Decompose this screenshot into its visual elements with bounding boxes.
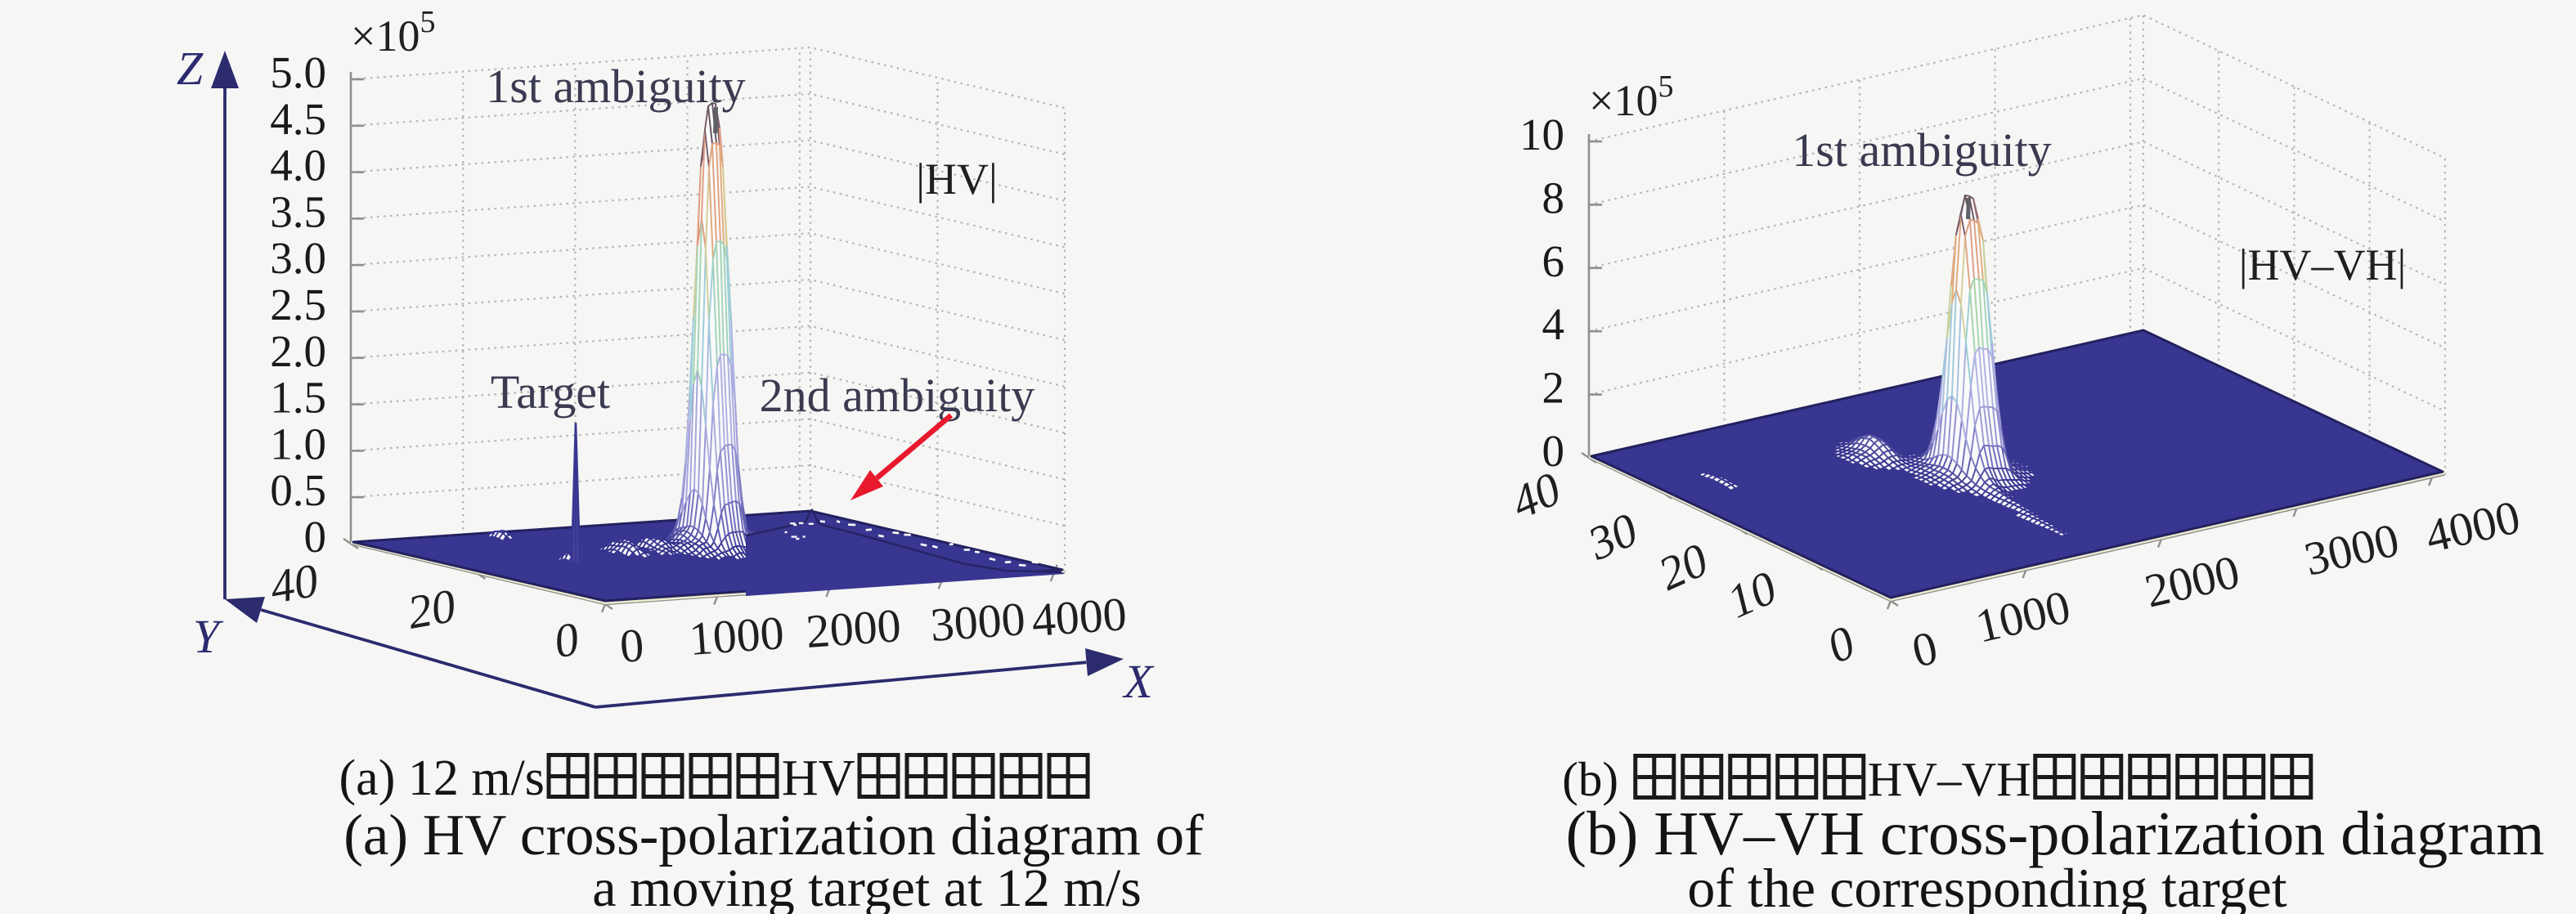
- svg-text:4.0: 4.0: [270, 141, 326, 190]
- svg-text:3.0: 3.0: [270, 233, 326, 283]
- svg-text:4: 4: [1542, 299, 1565, 349]
- svg-text:3000: 3000: [929, 592, 1027, 652]
- svg-text:2.5: 2.5: [270, 280, 326, 329]
- svg-text:0: 0: [1542, 426, 1565, 476]
- svg-text:20: 20: [403, 579, 459, 639]
- svg-text:2: 2: [1542, 363, 1565, 413]
- svg-text:1.5: 1.5: [270, 373, 326, 423]
- svg-text:3000: 3000: [2300, 513, 2404, 585]
- svg-text:1st ambiguity: 1st ambiguity: [1792, 123, 2051, 177]
- svg-text:2nd ambiguity: 2nd ambiguity: [760, 369, 1035, 422]
- svg-text:3.5: 3.5: [270, 186, 326, 236]
- svg-text:2.0: 2.0: [270, 326, 326, 376]
- svg-text:0: 0: [1907, 621, 1942, 678]
- svg-text:20: 20: [1650, 533, 1715, 601]
- svg-text:|HV–VH|: |HV–VH|: [2239, 240, 2407, 289]
- svg-text:4000: 4000: [1030, 587, 1129, 647]
- svg-text:Z: Z: [177, 42, 204, 95]
- svg-text:1000: 1000: [688, 606, 786, 665]
- svg-text:|HV|: |HV|: [916, 155, 998, 204]
- svg-text:10: 10: [1519, 110, 1564, 159]
- svg-text:1st ambiguity: 1st ambiguity: [486, 60, 745, 113]
- svg-text:1000: 1000: [1971, 580, 2076, 652]
- svg-text:0.5: 0.5: [270, 465, 326, 515]
- svg-text:4.5: 4.5: [270, 94, 326, 144]
- svg-text:Target: Target: [491, 365, 610, 419]
- svg-text:X: X: [1122, 655, 1155, 708]
- svg-text:5.0: 5.0: [270, 47, 326, 97]
- svg-text:0: 0: [618, 618, 645, 673]
- svg-text:6: 6: [1542, 236, 1565, 286]
- svg-text:Y: Y: [193, 610, 224, 663]
- svg-text:4000: 4000: [2421, 490, 2525, 562]
- svg-text:0: 0: [550, 612, 583, 668]
- svg-text:2000: 2000: [2140, 544, 2245, 617]
- svg-text:30: 30: [1579, 503, 1645, 571]
- svg-text:1.0: 1.0: [270, 419, 326, 468]
- svg-text:×105: ×105: [351, 5, 435, 60]
- svg-text:×105: ×105: [1589, 69, 1673, 125]
- svg-text:2000: 2000: [805, 598, 903, 658]
- svg-text:0: 0: [1820, 616, 1863, 674]
- svg-text:8: 8: [1542, 172, 1565, 222]
- svg-text:0: 0: [304, 512, 327, 562]
- svg-text:10: 10: [1719, 561, 1784, 629]
- svg-text:40: 40: [266, 553, 321, 614]
